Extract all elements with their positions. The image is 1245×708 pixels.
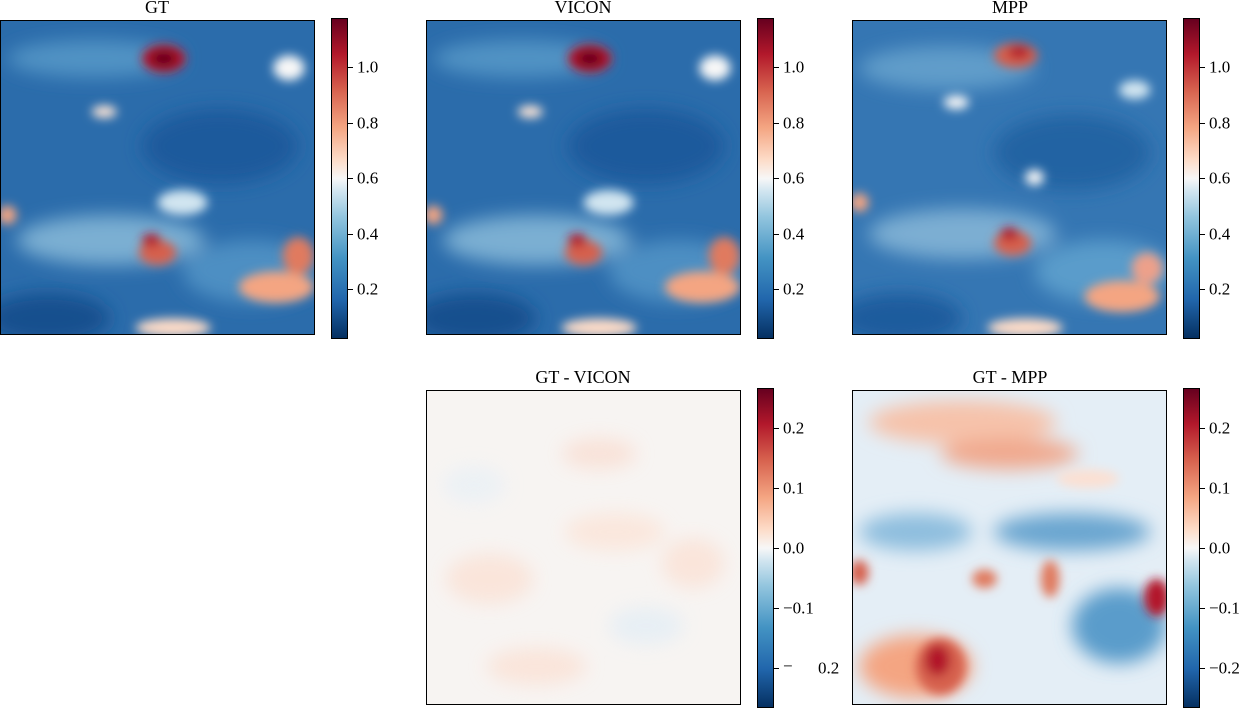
colorbar-mpp — [1183, 18, 1200, 339]
cbar-tick — [774, 428, 779, 429]
cbar-tick-label: 0.4 — [357, 224, 379, 244]
cbar-tick — [774, 608, 779, 609]
cbar-tick-label: 0.4 — [1209, 224, 1231, 244]
colorbar-gt — [331, 18, 348, 339]
cbar-tick-label: 0.6 — [783, 168, 805, 188]
cbar-tick — [774, 123, 779, 124]
colorbar-vicon — [757, 18, 774, 339]
cbar-tick — [774, 178, 779, 179]
cbar-tick — [348, 178, 353, 179]
cbar-tick — [1200, 428, 1205, 429]
panel-title-gt-mpp: GT - MPP — [972, 367, 1048, 387]
cbar-tick-label: 0.4 — [783, 224, 805, 244]
cbar-tick-label: 1.0 — [357, 57, 379, 77]
cbar-tick-label: 0.8 — [783, 113, 805, 133]
cbar-tick-label: 0.2 — [1209, 279, 1231, 299]
cbar-tick-label: 0.0 — [1209, 538, 1231, 558]
cbar-tick-label: 0.2 — [783, 418, 805, 438]
cbar-tick-label: 0.8 — [357, 113, 379, 133]
cbar-tick-label: 0.0 — [783, 538, 805, 558]
heatmap-gt-vicon — [426, 390, 741, 705]
cbar-tick — [1200, 234, 1205, 235]
cbar-tick — [774, 668, 779, 669]
cbar-tick — [774, 488, 779, 489]
cbar-tick-label: 0.1 — [1209, 478, 1231, 498]
cbar-tick-label: −0.1 — [783, 598, 814, 618]
cbar-tick-label: 0.2 — [1209, 418, 1231, 438]
panel-title-mpp: MPP — [991, 0, 1029, 17]
cbar-tick-label: 1.0 — [783, 57, 805, 77]
panel-title-gt-vicon: GT - VICON — [535, 367, 631, 387]
cbar-tick — [1200, 289, 1205, 290]
cbar-tick — [348, 289, 353, 290]
cbar-tick — [1200, 123, 1205, 124]
cbar-tick-label: 0.6 — [1209, 168, 1231, 188]
cbar-tick-label: 0.2 — [818, 658, 840, 678]
cbar-tick-label: −0.2 — [1209, 658, 1240, 678]
colorbar-gt-mpp — [1183, 388, 1200, 708]
panel-title-vicon: VICON — [554, 0, 612, 17]
cbar-tick — [1200, 488, 1205, 489]
cbar-tick — [348, 234, 353, 235]
cbar-tick — [1200, 668, 1205, 669]
cbar-tick — [774, 548, 779, 549]
cbar-tick — [1200, 608, 1205, 609]
panel-title-gt: GT — [145, 0, 169, 17]
cbar-tick-label: 0.8 — [1209, 113, 1231, 133]
cbar-tick — [348, 67, 353, 68]
cbar-tick — [774, 234, 779, 235]
cbar-tick-label: − — [783, 656, 793, 676]
cbar-tick-label: 1.0 — [1209, 57, 1231, 77]
heatmap-mpp — [852, 20, 1167, 335]
cbar-tick — [1200, 67, 1205, 68]
heatmap-vicon — [426, 20, 741, 335]
cbar-tick — [774, 289, 779, 290]
cbar-tick — [1200, 548, 1205, 549]
cbar-tick — [348, 123, 353, 124]
cbar-tick — [774, 67, 779, 68]
cbar-tick — [1200, 178, 1205, 179]
colorbar-gt-vicon — [757, 388, 774, 708]
cbar-tick-label: 0.1 — [783, 478, 805, 498]
heatmap-gt — [0, 20, 315, 335]
cbar-tick-label: 0.2 — [783, 279, 805, 299]
cbar-tick-label: −0.1 — [1209, 598, 1240, 618]
heatmap-gt-mpp — [852, 390, 1167, 705]
cbar-tick-label: 0.2 — [357, 279, 379, 299]
cbar-tick-label: 0.6 — [357, 168, 379, 188]
